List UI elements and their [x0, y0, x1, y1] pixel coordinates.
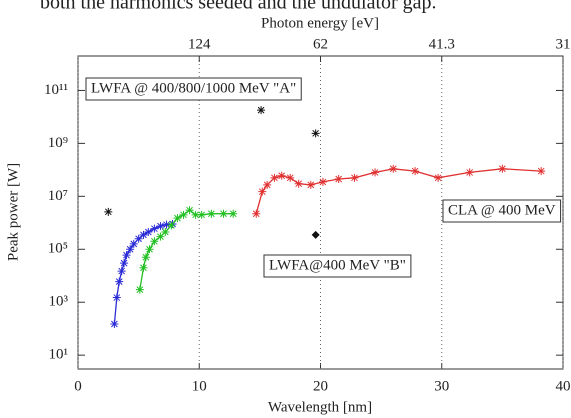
asterisk-marker: [144, 227, 153, 236]
annotation: LWFA@400 MeV "B": [269, 257, 406, 273]
y-tick-label: 10³: [49, 294, 69, 310]
asterisk-marker: [134, 234, 143, 243]
asterisk-marker: [104, 207, 113, 216]
x2-tick-label: 31: [556, 36, 571, 52]
y-tick-label: 10⁵: [48, 241, 68, 257]
series-line: [139, 209, 234, 290]
x2-tick-label: 62: [313, 36, 328, 52]
asterisk-marker: [117, 267, 126, 276]
x2-axis-label: Photon energy [eV]: [261, 15, 379, 31]
asterisk-marker: [318, 177, 327, 186]
asterisk-marker: [350, 173, 359, 182]
x-axis-label: Wavelength [nm]: [268, 399, 372, 415]
asterisk-marker: [334, 175, 343, 184]
x-tick-label: 0: [74, 378, 82, 394]
asterisk-marker: [135, 285, 144, 294]
asterisk-marker: [270, 173, 279, 182]
asterisk-marker: [263, 180, 272, 189]
asterisk-marker: [150, 224, 159, 233]
x2-tick-label: 124: [188, 36, 211, 52]
asterisk-marker: [122, 251, 131, 260]
asterisk-marker: [139, 263, 148, 272]
x-tick-label: 30: [434, 378, 449, 394]
y-tick-label: 10¹¹: [44, 82, 68, 98]
annotation-box: [263, 254, 412, 278]
x-tick-label: 40: [556, 378, 571, 394]
asterisk-marker: [434, 173, 443, 182]
asterisk-marker: [306, 180, 315, 189]
asterisk-marker: [311, 129, 320, 138]
annotation-box: [442, 199, 562, 223]
asterisk-marker: [258, 187, 267, 196]
asterisk-marker: [120, 259, 129, 268]
asterisk-marker: [156, 222, 165, 231]
asterisk-marker: [129, 239, 138, 248]
asterisk-marker: [257, 106, 266, 115]
asterisk-marker: [498, 164, 507, 173]
asterisk-marker: [389, 164, 398, 173]
asterisk-marker: [411, 167, 420, 176]
asterisk-marker: [126, 245, 135, 254]
asterisk-marker: [110, 320, 119, 329]
asterisk-marker: [207, 209, 216, 218]
x-tick-label: 20: [313, 378, 328, 394]
y-tick-label: 10¹: [49, 347, 69, 363]
asterisk-marker: [115, 277, 124, 286]
asterisk-marker: [150, 237, 159, 246]
asterisk-marker: [145, 245, 154, 254]
x-tick-label: 10: [192, 378, 207, 394]
page-text: both the harmonics seeded and the undula…: [40, 0, 437, 14]
asterisk-marker: [371, 168, 380, 177]
y-tick-label: 10⁹: [48, 135, 68, 151]
asterisk-marker: [252, 209, 261, 218]
asterisk-marker: [197, 210, 206, 219]
asterisk-marker: [167, 221, 176, 230]
asterisk-marker: [294, 179, 303, 188]
diamond-marker: [311, 230, 320, 239]
asterisk-marker: [537, 167, 546, 176]
asterisk-marker: [112, 293, 121, 302]
annotation: LWFA @ 400/800/1000 MeV "A": [91, 80, 296, 96]
y-axis-label: Peak power [W]: [5, 163, 21, 261]
asterisk-marker: [156, 232, 165, 241]
asterisk-marker: [179, 210, 188, 219]
asterisk-marker: [161, 227, 170, 236]
asterisk-marker: [286, 173, 295, 182]
series-line: [113, 223, 173, 325]
asterisk-marker: [173, 214, 182, 223]
asterisk-marker: [219, 209, 228, 218]
asterisk-marker: [185, 206, 194, 215]
asterisk-marker: [139, 230, 148, 239]
annotation: CLA @ 400 MeV: [448, 202, 556, 218]
asterisk-marker: [465, 168, 474, 177]
annotation-box: [85, 77, 302, 101]
y-tick-label: 10⁷: [48, 188, 68, 204]
asterisk-marker: [229, 209, 238, 218]
asterisk-marker: [191, 210, 200, 219]
asterisk-marker: [162, 220, 171, 229]
x2-tick-label: 41.3: [429, 36, 455, 52]
asterisk-marker: [277, 171, 286, 180]
asterisk-marker: [141, 253, 150, 262]
